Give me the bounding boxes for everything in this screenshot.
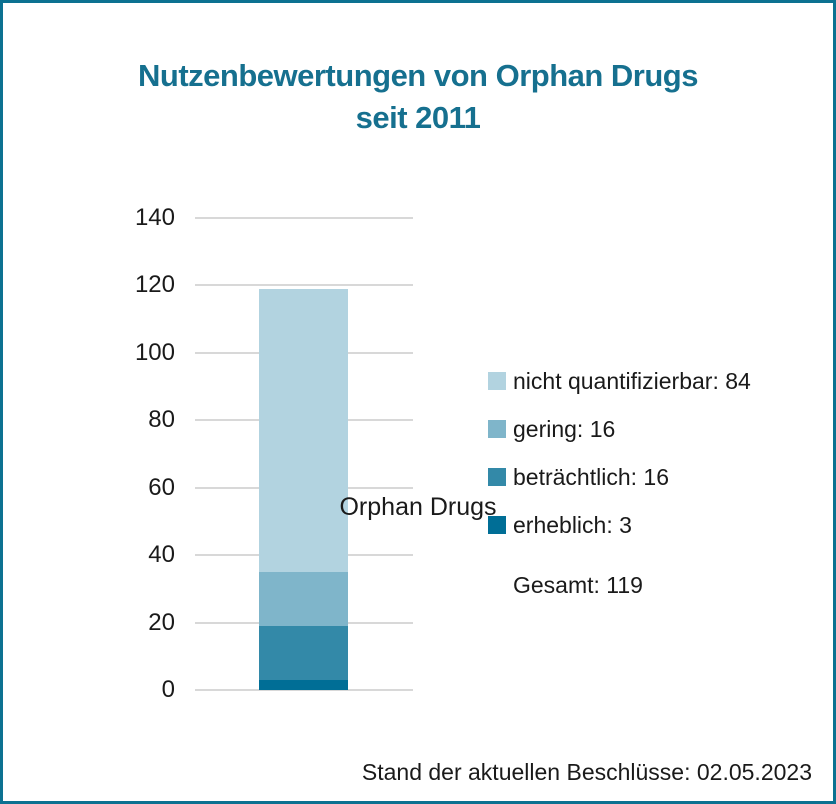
chart-title-line-2: seit 2011 [355,100,481,135]
legend-swatch-icon [488,468,506,486]
gridline-y-140 [195,217,413,219]
legend-label: nicht quantifizierbar: 84 [513,367,751,394]
y-tick-label-120: 120 [134,271,175,299]
bar-segment-gering [259,572,348,626]
y-tick-label-40: 40 [148,541,175,569]
legend-swatch-icon [488,420,506,438]
chart-legend: nicht quantifizierbar: 84 gering: 16 beträ… [488,368,751,599]
status-note: Stand der aktuellen Beschlüsse: 02.05.20… [361,759,812,785]
gridline-y-0 [195,689,413,691]
gridline-y-120 [195,284,413,287]
legend-swatch-icon [488,372,506,390]
y-tick-label-60: 60 [148,473,175,501]
bar-chart-plot-area: 0 20 40 60 80 100 120 140 [135,206,413,702]
legend-item-betr-chtlich: beträchtlich: 16 [488,464,751,490]
chart-title: Nutzenbewertungen von Orphan Drugs seit 2… [3,55,833,139]
stacked-bar-orphan-drugs [259,218,348,690]
bar-segment-erheblich [259,679,348,690]
legend-total-label: Gesamt: 119 [513,572,643,598]
bar-segment-betr-chtlich [259,625,348,680]
y-tick-label-140: 140 [134,204,175,231]
legend-label: beträchtlich: 16 [513,463,669,490]
y-tick-label-100: 100 [134,338,175,366]
legend-item-nicht-quantifizierbar: nicht quantifizierbar: 84 [488,368,751,394]
y-tick-label-20: 20 [148,608,175,636]
chart-title-line-1: Nutzenbewertungen von Orphan Drugs [138,58,698,93]
x-axis-category-label: Orphan Drugs [339,493,497,521]
legend-label: erheblich: 3 [513,511,632,538]
y-tick-label-80: 80 [148,406,175,434]
legend-item-erheblich: erheblich: 3 [488,512,751,538]
bar-segment-nicht-quantifizierbar [259,288,348,572]
legend-label: gering: 16 [513,415,616,442]
legend-swatch-icon [488,516,506,534]
legend-item-gering: gering: 16 [488,416,751,442]
y-tick-label-0: 0 [161,676,175,703]
